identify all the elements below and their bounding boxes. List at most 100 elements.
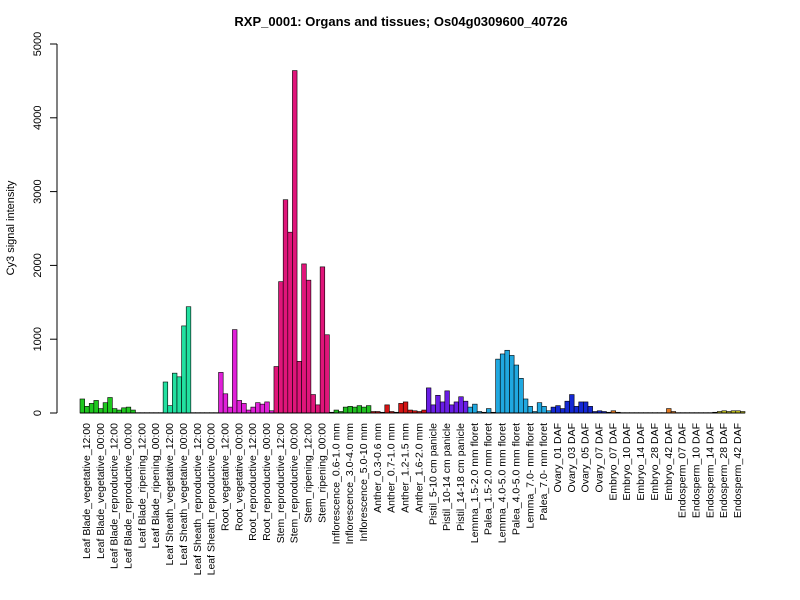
bar: [444, 390, 450, 414]
bar: [310, 394, 316, 414]
bar: [88, 403, 95, 414]
bar: [578, 401, 584, 414]
x-tick-label: Anther_0.7-1.0 mm: [386, 423, 398, 513]
bar: [292, 70, 298, 414]
bar: [93, 400, 99, 414]
bar: [250, 406, 256, 414]
chart-title: RXP_0001: Organs and tissues; Os04g03096…: [234, 14, 567, 29]
x-tick-label: Embryo_42 DAF: [663, 423, 675, 501]
bar: [458, 396, 464, 414]
bar: [453, 401, 459, 414]
x-tick-label: Endosperm_10 DAF: [691, 423, 703, 518]
bar: [84, 406, 90, 414]
bar: [324, 334, 330, 414]
x-tick-label: Ovary_05 DAF: [580, 423, 592, 492]
bar: [264, 401, 270, 414]
bar: [218, 372, 224, 414]
bar: [504, 349, 510, 414]
bar: [232, 329, 238, 414]
y-tick-label: 0: [32, 410, 44, 416]
bar: [167, 405, 173, 414]
x-tick-label: Palea_1.5-2.0 mm floret: [483, 423, 495, 535]
bar: [430, 404, 436, 414]
bar: [555, 405, 561, 414]
x-tick-label: Anther_0.3-0.6 mm: [372, 423, 384, 513]
x-tick-label: Root_reproductive_12:00: [247, 423, 259, 541]
bar: [176, 376, 182, 414]
bar: [296, 361, 302, 414]
y-tick-label: 5000: [32, 32, 44, 56]
bar: [282, 199, 289, 414]
x-tick-label: Leaf Blade_reproductive_00:00: [122, 423, 134, 569]
x-tick-label: Leaf Sheath_vegetative_12:00: [164, 423, 176, 566]
bar: [162, 381, 169, 414]
bar: [439, 401, 446, 414]
x-tick-label: Stem_reproductive_00:00: [289, 423, 301, 543]
x-tick-label: Inflorescence_5.0-10 mm: [358, 423, 370, 542]
y-tick-label: 1000: [32, 327, 44, 351]
bar: [356, 405, 362, 414]
bar: [121, 407, 127, 414]
x-tick-label: Embryo_28 DAF: [649, 423, 661, 501]
x-tick-label: Endosperm_07 DAF: [677, 423, 689, 518]
x-tick-label: Pistil_5-10 cm panicle: [427, 423, 439, 525]
x-tick-label: Endosperm_28 DAF: [718, 423, 730, 518]
x-tick-label: Embryo_14 DAF: [635, 423, 647, 501]
x-tick-label: Stem_reproductive_12:00: [275, 423, 287, 543]
bar: [486, 408, 492, 414]
y-axis: 0 1000 2000 3000 4000 5000: [32, 32, 58, 416]
bar: [527, 406, 533, 414]
x-tick-label: Stem_ripening_12:00: [303, 423, 315, 523]
bar: [227, 406, 233, 414]
bar: [305, 279, 312, 414]
x-tick-label: Stem_ripening_00:00: [316, 423, 328, 523]
y-tick-label: 2000: [32, 253, 44, 277]
x-tick-label: Endosperm_14 DAF: [704, 423, 716, 518]
bar: [541, 406, 547, 414]
bar: [172, 372, 178, 414]
bar: [499, 353, 506, 414]
bar: [449, 404, 455, 414]
y-tick-label: 3000: [32, 179, 44, 203]
bar: [236, 400, 242, 414]
x-tick-label: Pistil_10-14 cm panicle: [441, 423, 453, 531]
bar: [361, 406, 367, 414]
bar: [467, 406, 473, 414]
bar: [241, 403, 247, 414]
x-tick-label: Palea_4.0-5.0 mm floret: [510, 423, 522, 535]
bar: [398, 403, 404, 414]
bar: [181, 325, 187, 414]
bar: [301, 263, 307, 414]
x-tick-label: Leaf Blade_ripening_00:00: [150, 423, 162, 549]
x-tick-label: Pistil_14-18 cm panicle: [455, 423, 467, 531]
bar: [509, 355, 515, 414]
x-tick-label: Leaf Blade_vegetative_00:00: [95, 423, 107, 559]
x-tick-label: Inflorescence_0.6-1.0 mm: [330, 423, 342, 545]
bar: [559, 408, 566, 414]
bar: [550, 406, 556, 414]
x-tick-label: Anther_1.2-1.5 mm: [400, 423, 412, 513]
bar: [287, 231, 293, 414]
bar: [523, 398, 529, 414]
bar: [462, 400, 469, 414]
bar: [273, 366, 279, 414]
bar: [366, 405, 372, 414]
y-tick-label: 4000: [32, 106, 44, 130]
x-axis-labels: Leaf Blade_vegetative_12:00 Leaf Blade_ve…: [81, 423, 744, 576]
bar: [107, 397, 113, 414]
bars: [79, 70, 746, 414]
x-tick-label: Ovary_01 DAF: [552, 423, 564, 492]
x-tick-label: Palea_7.0- mm floret: [538, 423, 550, 521]
x-tick-label: Leaf Sheath_reproductive_12:00: [192, 423, 204, 576]
bar: [384, 404, 390, 414]
x-tick-label: Ovary_03 DAF: [566, 423, 578, 492]
x-tick-label: Root_reproductive_00:00: [261, 423, 273, 541]
x-tick-label: Anther_1.6-2.0 mm: [413, 423, 425, 513]
bar: [222, 393, 229, 414]
bar: [342, 406, 349, 414]
bar: [278, 281, 284, 414]
x-tick-label: Root_vegetative_00:00: [233, 423, 245, 531]
bar: [79, 398, 85, 414]
bar: [319, 266, 326, 414]
